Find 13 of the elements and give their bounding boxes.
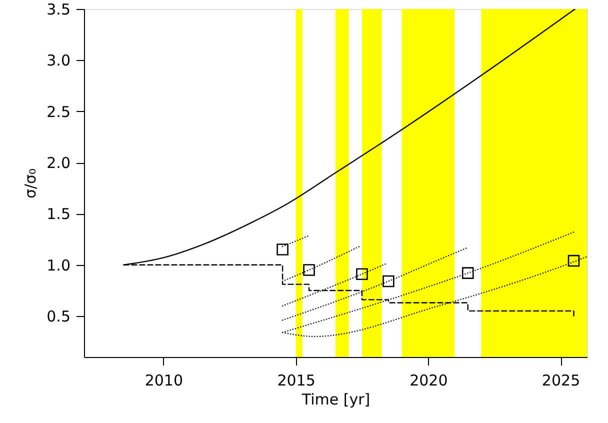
- x-tick-label: 2025: [542, 372, 580, 390]
- y-tick-label: 2.0: [46, 154, 70, 172]
- x-tick-label: 2015: [277, 372, 316, 390]
- x-tick-label: 2020: [410, 372, 448, 390]
- y-tick-label: 3.0: [46, 52, 70, 70]
- x-axis-title: Time [yr]: [300, 390, 370, 408]
- y-tick-label: 0.5: [46, 308, 70, 326]
- y-tick-label: 2.5: [46, 102, 70, 121]
- y-tick-label: 3.5: [46, 0, 70, 18]
- y-tick-label: 1.5: [46, 205, 70, 224]
- y-axis-title: σ/σ₀: [22, 168, 40, 199]
- x-tick-label: 2010: [144, 372, 184, 390]
- y-tick-label: 1.0: [46, 256, 70, 274]
